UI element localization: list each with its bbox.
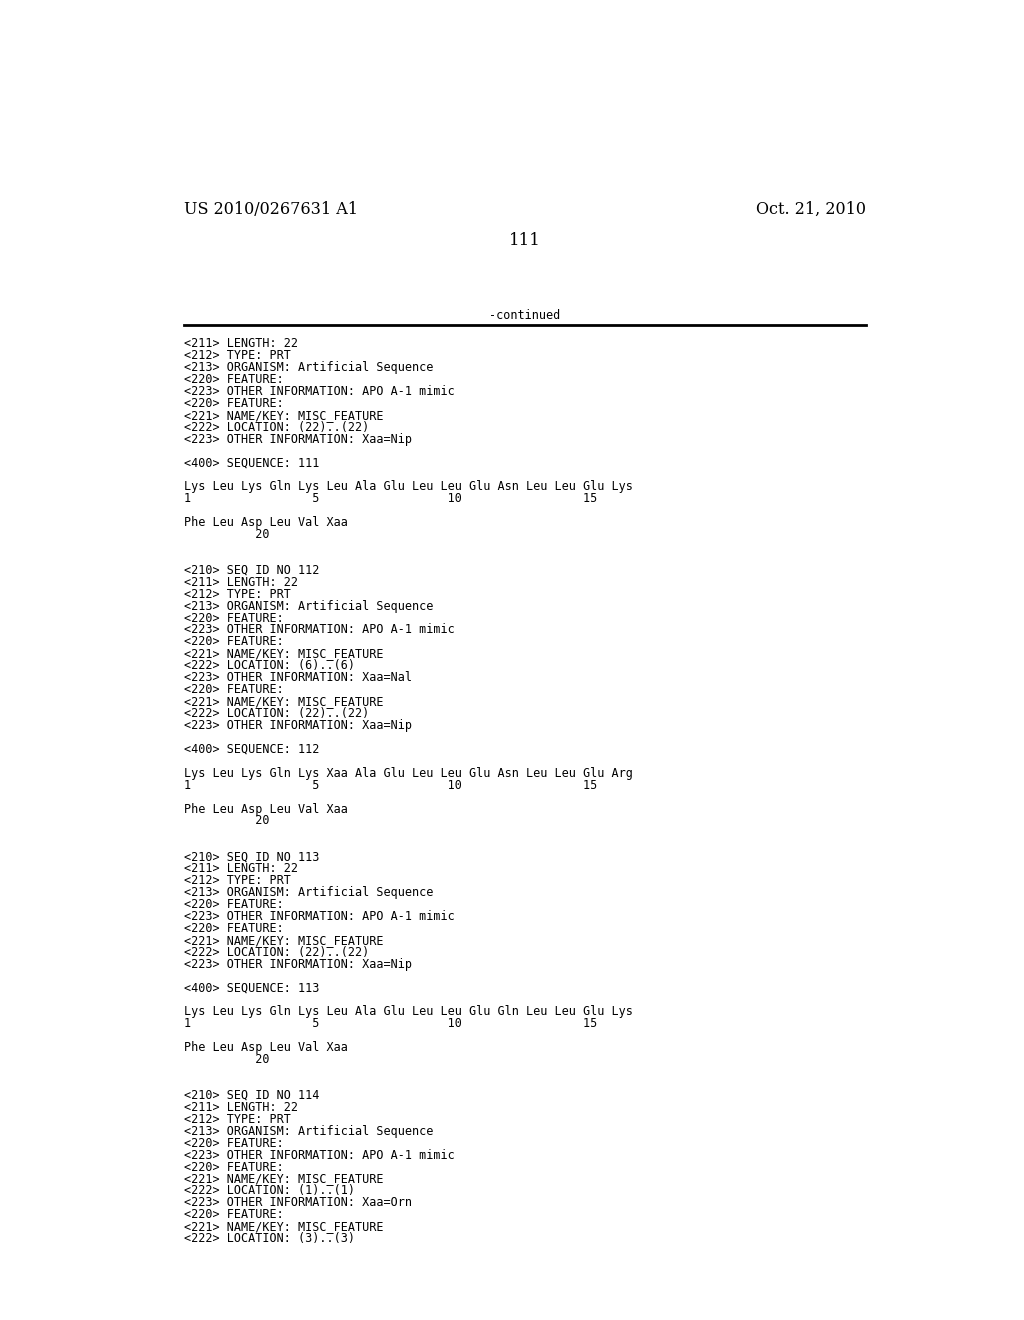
Text: 20: 20 [183, 528, 269, 541]
Text: <211> LENGTH: 22: <211> LENGTH: 22 [183, 862, 298, 875]
Text: 1                 5                  10                 15: 1 5 10 15 [183, 1018, 597, 1031]
Text: <220> FEATURE:: <220> FEATURE: [183, 684, 284, 696]
Text: <210> SEQ ID NO 114: <210> SEQ ID NO 114 [183, 1089, 319, 1102]
Text: <220> FEATURE:: <220> FEATURE: [183, 1137, 284, 1150]
Text: <223> OTHER INFORMATION: APO A-1 mimic: <223> OTHER INFORMATION: APO A-1 mimic [183, 385, 455, 397]
Text: <222> LOCATION: (22)..(22): <222> LOCATION: (22)..(22) [183, 708, 369, 719]
Text: <221> NAME/KEY: MISC_FEATURE: <221> NAME/KEY: MISC_FEATURE [183, 933, 383, 946]
Text: 111: 111 [509, 231, 541, 248]
Text: <220> FEATURE:: <220> FEATURE: [183, 921, 284, 935]
Text: <212> TYPE: PRT: <212> TYPE: PRT [183, 587, 291, 601]
Text: <400> SEQUENCE: 112: <400> SEQUENCE: 112 [183, 743, 319, 756]
Text: <222> LOCATION: (3)..(3): <222> LOCATION: (3)..(3) [183, 1232, 354, 1245]
Text: 1                 5                  10                 15: 1 5 10 15 [183, 779, 597, 792]
Text: <221> NAME/KEY: MISC_FEATURE: <221> NAME/KEY: MISC_FEATURE [183, 696, 383, 708]
Text: <220> FEATURE:: <220> FEATURE: [183, 1208, 284, 1221]
Text: <400> SEQUENCE: 111: <400> SEQUENCE: 111 [183, 457, 319, 470]
Text: Phe Leu Asp Leu Val Xaa: Phe Leu Asp Leu Val Xaa [183, 516, 348, 529]
Text: <223> OTHER INFORMATION: Xaa=Nal: <223> OTHER INFORMATION: Xaa=Nal [183, 671, 412, 684]
Text: <221> NAME/KEY: MISC_FEATURE: <221> NAME/KEY: MISC_FEATURE [183, 1220, 383, 1233]
Text: <223> OTHER INFORMATION: APO A-1 mimic: <223> OTHER INFORMATION: APO A-1 mimic [183, 623, 455, 636]
Text: <220> FEATURE:: <220> FEATURE: [183, 898, 284, 911]
Text: <223> OTHER INFORMATION: Xaa=Nip: <223> OTHER INFORMATION: Xaa=Nip [183, 719, 412, 733]
Text: 1                 5                  10                 15: 1 5 10 15 [183, 492, 597, 506]
Text: <210> SEQ ID NO 112: <210> SEQ ID NO 112 [183, 564, 319, 577]
Text: <211> LENGTH: 22: <211> LENGTH: 22 [183, 1101, 298, 1114]
Text: <222> LOCATION: (6)..(6): <222> LOCATION: (6)..(6) [183, 659, 354, 672]
Text: <223> OTHER INFORMATION: Xaa=Orn: <223> OTHER INFORMATION: Xaa=Orn [183, 1196, 412, 1209]
Text: 20: 20 [183, 1053, 269, 1067]
Text: <220> FEATURE:: <220> FEATURE: [183, 397, 284, 409]
Text: Phe Leu Asp Leu Val Xaa: Phe Leu Asp Leu Val Xaa [183, 1041, 348, 1055]
Text: 20: 20 [183, 814, 269, 828]
Text: <220> FEATURE:: <220> FEATURE: [183, 611, 284, 624]
Text: <212> TYPE: PRT: <212> TYPE: PRT [183, 348, 291, 362]
Text: <213> ORGANISM: Artificial Sequence: <213> ORGANISM: Artificial Sequence [183, 360, 433, 374]
Text: Phe Leu Asp Leu Val Xaa: Phe Leu Asp Leu Val Xaa [183, 803, 348, 816]
Text: <213> ORGANISM: Artificial Sequence: <213> ORGANISM: Artificial Sequence [183, 1125, 433, 1138]
Text: <221> NAME/KEY: MISC_FEATURE: <221> NAME/KEY: MISC_FEATURE [183, 409, 383, 421]
Text: US 2010/0267631 A1: US 2010/0267631 A1 [183, 201, 357, 218]
Text: <213> ORGANISM: Artificial Sequence: <213> ORGANISM: Artificial Sequence [183, 599, 433, 612]
Text: <220> FEATURE:: <220> FEATURE: [183, 1160, 284, 1173]
Text: <213> ORGANISM: Artificial Sequence: <213> ORGANISM: Artificial Sequence [183, 886, 433, 899]
Text: Lys Leu Lys Gln Lys Xaa Ala Glu Leu Leu Glu Asn Leu Leu Glu Arg: Lys Leu Lys Gln Lys Xaa Ala Glu Leu Leu … [183, 767, 633, 780]
Text: <223> OTHER INFORMATION: Xaa=Nip: <223> OTHER INFORMATION: Xaa=Nip [183, 433, 412, 446]
Text: Oct. 21, 2010: Oct. 21, 2010 [756, 201, 866, 218]
Text: <222> LOCATION: (22)..(22): <222> LOCATION: (22)..(22) [183, 421, 369, 433]
Text: <211> LENGTH: 22: <211> LENGTH: 22 [183, 576, 298, 589]
Text: <220> FEATURE:: <220> FEATURE: [183, 372, 284, 385]
Text: <223> OTHER INFORMATION: Xaa=Nip: <223> OTHER INFORMATION: Xaa=Nip [183, 958, 412, 970]
Text: <222> LOCATION: (22)..(22): <222> LOCATION: (22)..(22) [183, 945, 369, 958]
Text: <210> SEQ ID NO 113: <210> SEQ ID NO 113 [183, 850, 319, 863]
Text: <223> OTHER INFORMATION: APO A-1 mimic: <223> OTHER INFORMATION: APO A-1 mimic [183, 1148, 455, 1162]
Text: <221> NAME/KEY: MISC_FEATURE: <221> NAME/KEY: MISC_FEATURE [183, 647, 383, 660]
Text: <212> TYPE: PRT: <212> TYPE: PRT [183, 1113, 291, 1126]
Text: Lys Leu Lys Gln Lys Leu Ala Glu Leu Leu Glu Asn Leu Leu Glu Lys: Lys Leu Lys Gln Lys Leu Ala Glu Leu Leu … [183, 480, 633, 494]
Text: Lys Leu Lys Gln Lys Leu Ala Glu Leu Leu Glu Gln Leu Leu Glu Lys: Lys Leu Lys Gln Lys Leu Ala Glu Leu Leu … [183, 1006, 633, 1019]
Text: <220> FEATURE:: <220> FEATURE: [183, 635, 284, 648]
Text: <223> OTHER INFORMATION: APO A-1 mimic: <223> OTHER INFORMATION: APO A-1 mimic [183, 909, 455, 923]
Text: <211> LENGTH: 22: <211> LENGTH: 22 [183, 337, 298, 350]
Text: <212> TYPE: PRT: <212> TYPE: PRT [183, 874, 291, 887]
Text: -continued: -continued [489, 309, 560, 322]
Text: <221> NAME/KEY: MISC_FEATURE: <221> NAME/KEY: MISC_FEATURE [183, 1172, 383, 1185]
Text: <222> LOCATION: (1)..(1): <222> LOCATION: (1)..(1) [183, 1184, 354, 1197]
Text: <400> SEQUENCE: 113: <400> SEQUENCE: 113 [183, 982, 319, 994]
